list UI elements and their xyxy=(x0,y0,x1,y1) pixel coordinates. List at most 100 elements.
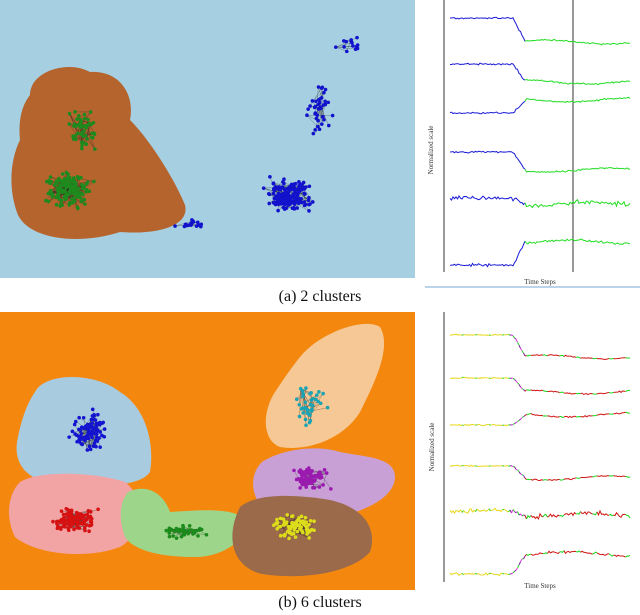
cluster-region-cyan xyxy=(265,323,385,448)
timeseries-line xyxy=(488,465,491,467)
graph-node-yellow xyxy=(293,535,298,539)
timeseries-line xyxy=(608,413,614,415)
graph-node-blue xyxy=(293,189,297,193)
graph-node-yellow xyxy=(295,529,300,534)
graph-node-green xyxy=(86,117,90,122)
graph-node-red xyxy=(59,525,63,530)
graph-node-purple xyxy=(311,485,315,490)
timeseries-line xyxy=(449,62,526,81)
graph-node-green xyxy=(167,531,172,535)
graph-node-blue xyxy=(355,35,359,40)
graph-node-cyan xyxy=(304,423,308,428)
timeseries-panel-b: Normalized scale Time Steps xyxy=(428,312,631,590)
timeseries-line xyxy=(449,195,526,206)
graph-node-yellow xyxy=(278,533,283,538)
graph-node-yellow xyxy=(308,518,313,523)
timeseries-line xyxy=(503,333,509,336)
timeseries-line xyxy=(517,564,520,569)
timeseries-line xyxy=(608,391,614,394)
graph-node-purple xyxy=(313,478,317,482)
graph-node-blue xyxy=(322,90,326,95)
graph-node-yellow xyxy=(282,533,287,538)
timeseries-line xyxy=(503,509,509,513)
timeseries-line xyxy=(508,465,511,467)
graph-node-red xyxy=(82,526,87,530)
graph-node-blue xyxy=(289,187,294,192)
graph-node-green xyxy=(87,189,92,194)
timeseries-line xyxy=(530,389,544,392)
graph-node-red xyxy=(78,521,83,526)
graph-node-blue xyxy=(315,124,320,129)
graph-node-purple xyxy=(304,485,308,489)
graph-node-blue xyxy=(326,123,331,128)
graph-node-blue xyxy=(97,422,102,427)
graph-node-blue xyxy=(306,107,310,111)
graph-node-purple xyxy=(302,482,307,487)
timeseries-line xyxy=(518,418,521,421)
graph-node-yellow xyxy=(272,523,276,528)
graph-node-blue xyxy=(273,187,277,191)
timeseries-line xyxy=(559,391,565,394)
graph-node-blue xyxy=(281,180,285,184)
timeseries-line xyxy=(502,465,505,467)
graph-node-green xyxy=(204,532,209,537)
ts-b-ylabel: Normalized scale xyxy=(428,423,436,472)
graph-node-green xyxy=(66,172,70,176)
timeseries-line xyxy=(508,333,511,336)
graph-node-blue xyxy=(295,191,299,196)
timeseries-line xyxy=(511,572,514,575)
graph-node-blue xyxy=(295,206,300,210)
timeseries-line xyxy=(463,464,476,468)
graph-node-yellow xyxy=(299,514,304,519)
timeseries-line xyxy=(524,38,631,46)
graph-node-yellow xyxy=(290,514,295,518)
graph-node-green xyxy=(181,532,186,536)
graph-node-green xyxy=(47,178,51,183)
timeseries-line xyxy=(523,389,526,392)
timeseries-line xyxy=(530,413,544,417)
graph-node-green xyxy=(72,184,76,189)
timeseries-line xyxy=(575,550,581,553)
timeseries-line xyxy=(526,354,532,357)
graph-node-green xyxy=(62,179,66,183)
graph-node-blue xyxy=(73,419,78,424)
timeseries-line xyxy=(476,508,490,512)
timeseries-line xyxy=(517,511,520,516)
graph-node-red xyxy=(72,527,76,532)
graph-node-blue xyxy=(93,438,98,443)
graph-node-green xyxy=(177,527,182,532)
graph-node-blue xyxy=(321,114,325,119)
graph-node-blue xyxy=(319,95,324,100)
graph-node-blue xyxy=(305,113,309,118)
graph-node-blue xyxy=(93,418,98,422)
graph-node-yellow xyxy=(277,525,281,529)
graph-node-green xyxy=(60,203,64,207)
timeseries-line xyxy=(463,423,476,427)
graph-node-green xyxy=(80,143,84,148)
graph-node-blue xyxy=(322,117,326,122)
graph-node-blue xyxy=(195,220,200,225)
graph-node-blue xyxy=(300,182,304,187)
graph-node-green xyxy=(48,175,53,179)
timeseries-a-lines xyxy=(449,16,631,268)
graph-node-cyan xyxy=(303,400,308,404)
graph-node-blue xyxy=(278,200,283,205)
timeseries-line xyxy=(613,357,626,360)
graph-node-blue xyxy=(351,44,355,48)
graph-node-yellow xyxy=(304,526,309,530)
graph-node-blue xyxy=(283,189,288,194)
graph-node-blue xyxy=(261,186,266,190)
timeseries-line xyxy=(449,100,526,115)
timeseries-line xyxy=(613,511,626,518)
graph-node-green xyxy=(78,191,83,195)
graph-node-blue xyxy=(90,421,94,425)
graph-node-blue xyxy=(285,195,289,200)
graph-node-yellow xyxy=(305,532,309,536)
graph-node-green xyxy=(82,197,87,202)
timeseries-line xyxy=(596,392,610,395)
graph-node-yellow xyxy=(286,529,291,533)
timeseries-line xyxy=(547,513,560,518)
graph-node-blue xyxy=(190,218,194,222)
graph-node-green xyxy=(67,178,71,182)
timeseries-line xyxy=(518,471,521,475)
